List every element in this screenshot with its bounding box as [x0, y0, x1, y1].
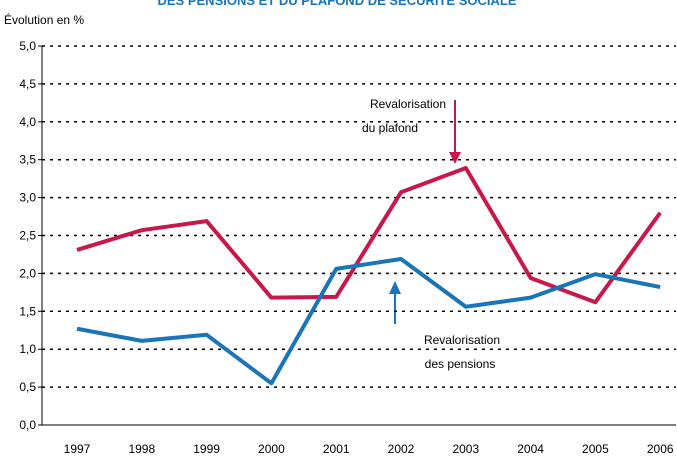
annotation: Revalorisation: [424, 333, 500, 347]
y-tick-label: 4,5: [19, 77, 36, 91]
annotation: Revalorisation: [370, 97, 446, 111]
y-tick-label: 5,0: [19, 39, 36, 53]
y-tick-label: 4,0: [19, 115, 36, 129]
y-tick-label: 0,5: [19, 380, 36, 394]
x-tick-label: 2006: [647, 442, 674, 456]
x-tick-label: 2001: [323, 442, 350, 456]
annotation: des pensions: [425, 357, 496, 371]
y-tick-label: 1,5: [19, 304, 36, 318]
x-tick-label: 1998: [128, 442, 155, 456]
y-tick-label: 1,0: [19, 342, 36, 356]
x-tick-label: 2005: [582, 442, 609, 456]
y-tick-label: 0,0: [19, 418, 36, 432]
y-tick-label: 2,5: [19, 229, 36, 243]
line: [76, 166, 662, 305]
x-tick-label: 2002: [388, 442, 415, 456]
y-axis-label: Évolution en %: [4, 12, 84, 27]
x-tick-label: 1997: [64, 442, 91, 456]
arrow-head: [389, 281, 401, 294]
y-tick-label: 3,0: [19, 191, 36, 205]
x-tick-label: 2003: [452, 442, 479, 456]
chart-title: DES PENSIONS ET DU PLAFOND DE SÉCURITÉ S…: [158, 0, 517, 8]
line: [76, 256, 661, 386]
annotation: du plafond: [362, 121, 418, 135]
x-tick-label: 2004: [517, 442, 544, 456]
arrow-head: [449, 152, 461, 164]
y-tick-label: 2,0: [19, 266, 36, 280]
x-tick-label: 1999: [193, 442, 220, 456]
x-tick-label: 2000: [258, 442, 285, 456]
y-tick-label: 3,5: [19, 153, 36, 167]
